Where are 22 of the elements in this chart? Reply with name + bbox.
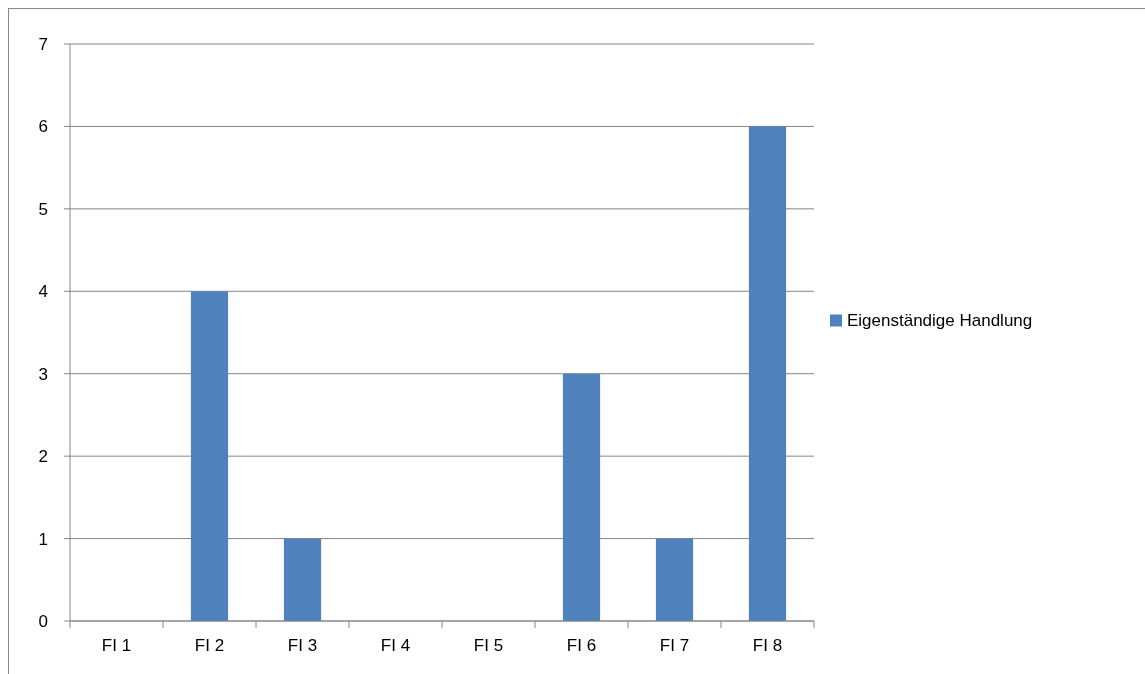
x-tick-label: FI 4 — [380, 636, 411, 655]
x-tick-label: FI 1 — [101, 636, 132, 655]
x-tick-label: FI 8 — [752, 636, 783, 655]
y-tick-label: 2 — [38, 447, 48, 467]
bar — [748, 126, 787, 621]
x-tick-label: FI 6 — [566, 636, 597, 655]
x-tick-label: FI 7 — [659, 636, 690, 655]
y-tick-label: 6 — [38, 117, 48, 137]
bar — [655, 538, 694, 621]
x-tick-label: FI 3 — [287, 636, 318, 655]
y-tick-label: 1 — [38, 529, 48, 549]
y-tick-label: 5 — [38, 199, 48, 219]
bar — [562, 373, 601, 621]
bar — [190, 291, 229, 621]
x-tick-label: FI 5 — [473, 636, 504, 655]
y-tick-label: 7 — [38, 34, 48, 54]
y-tick-label: 4 — [38, 282, 48, 302]
y-tick-label: 0 — [38, 611, 48, 631]
legend-label: Eigenständige Handlung — [847, 311, 1033, 331]
x-tick-label: FI 2 — [194, 636, 225, 655]
bar — [283, 538, 322, 621]
y-tick-label: 3 — [38, 364, 48, 384]
